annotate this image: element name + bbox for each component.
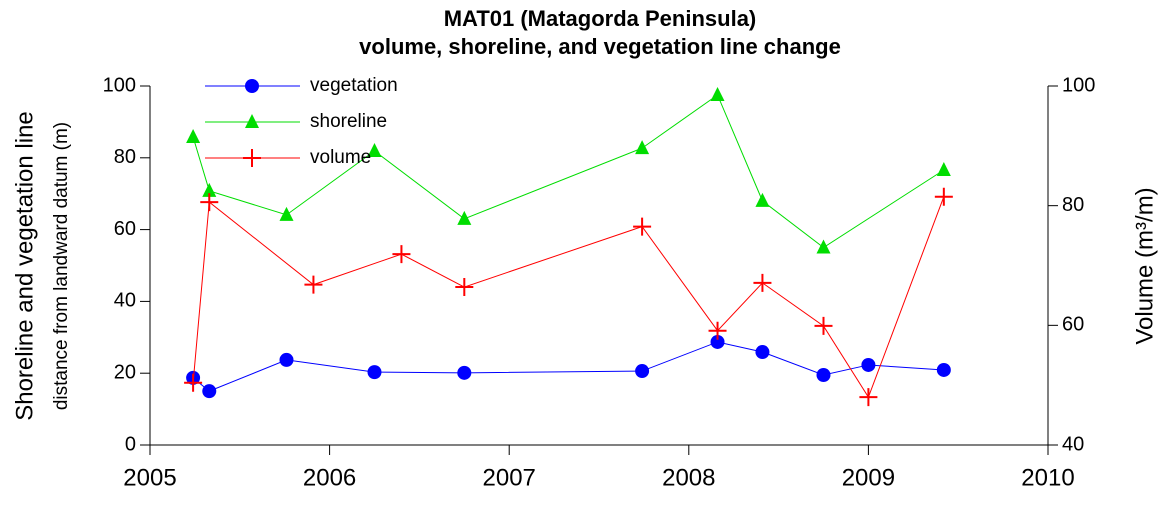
data-point: [392, 245, 411, 264]
data-point: [200, 193, 219, 212]
data-point: [814, 316, 833, 335]
series-line: [192, 341, 944, 392]
x-tick-label: 2010: [1021, 464, 1074, 491]
data-point: [816, 367, 831, 382]
x-tick-label: 2008: [662, 464, 715, 491]
y-tick-label: 20: [114, 361, 136, 383]
y-tick-label: 80: [114, 146, 136, 168]
x-tick-label: 2005: [123, 464, 176, 491]
series-line: [192, 196, 945, 399]
series-line: [192, 94, 945, 249]
data-point: [367, 142, 382, 157]
data-point: [202, 384, 217, 399]
legend-marker: [245, 79, 259, 93]
data-point: [816, 239, 831, 254]
data-point: [755, 345, 770, 360]
data-point: [936, 362, 951, 377]
x-tick-label: 2007: [483, 464, 536, 491]
data-point: [279, 206, 294, 221]
y-tick-label: 100: [103, 74, 136, 96]
y2-tick-label: 60: [1062, 314, 1084, 336]
chart-title: volume, shoreline, and vegetation line c…: [359, 34, 841, 59]
legend-marker: [245, 114, 259, 128]
x-tick-label: 2009: [842, 464, 895, 491]
data-point: [861, 357, 876, 372]
data-point: [455, 278, 474, 297]
legend-marker: [243, 149, 261, 167]
y-axis-subtitle: distance from landward datum (m): [51, 122, 72, 410]
y-axis-title: Shoreline and vegetation line: [11, 111, 38, 421]
y2-tick-label: 80: [1062, 194, 1084, 216]
data-point: [708, 321, 727, 340]
y2-axis-title: Volume (m³/m): [1131, 187, 1158, 344]
chart-title: MAT01 (Matagorda Peninsula): [444, 6, 757, 31]
data-point: [202, 182, 217, 197]
data-point: [367, 365, 382, 380]
legend-label: shoreline: [310, 111, 387, 132]
x-tick-label: 2006: [303, 464, 356, 491]
legend-label: volume: [310, 147, 371, 168]
data-point: [633, 217, 652, 236]
data-point: [304, 275, 323, 294]
data-point: [710, 86, 725, 101]
data-point: [457, 210, 472, 225]
data-point: [755, 192, 770, 207]
data-point: [859, 388, 878, 407]
data-point: [936, 162, 951, 177]
data-point: [279, 352, 294, 367]
legend-label: vegetation: [310, 75, 398, 96]
y-tick-label: 60: [114, 218, 136, 240]
data-point: [457, 365, 472, 380]
data-point: [635, 140, 650, 155]
data-point: [753, 273, 772, 292]
data-point: [710, 334, 725, 349]
data-point: [184, 373, 203, 392]
y-tick-label: 0: [125, 433, 136, 455]
data-point: [186, 128, 201, 143]
y2-tick-label: 40: [1062, 433, 1084, 455]
y2-tick-label: 100: [1062, 74, 1095, 96]
data-point: [934, 187, 953, 206]
y-tick-label: 40: [114, 290, 136, 312]
data-point: [635, 364, 650, 379]
